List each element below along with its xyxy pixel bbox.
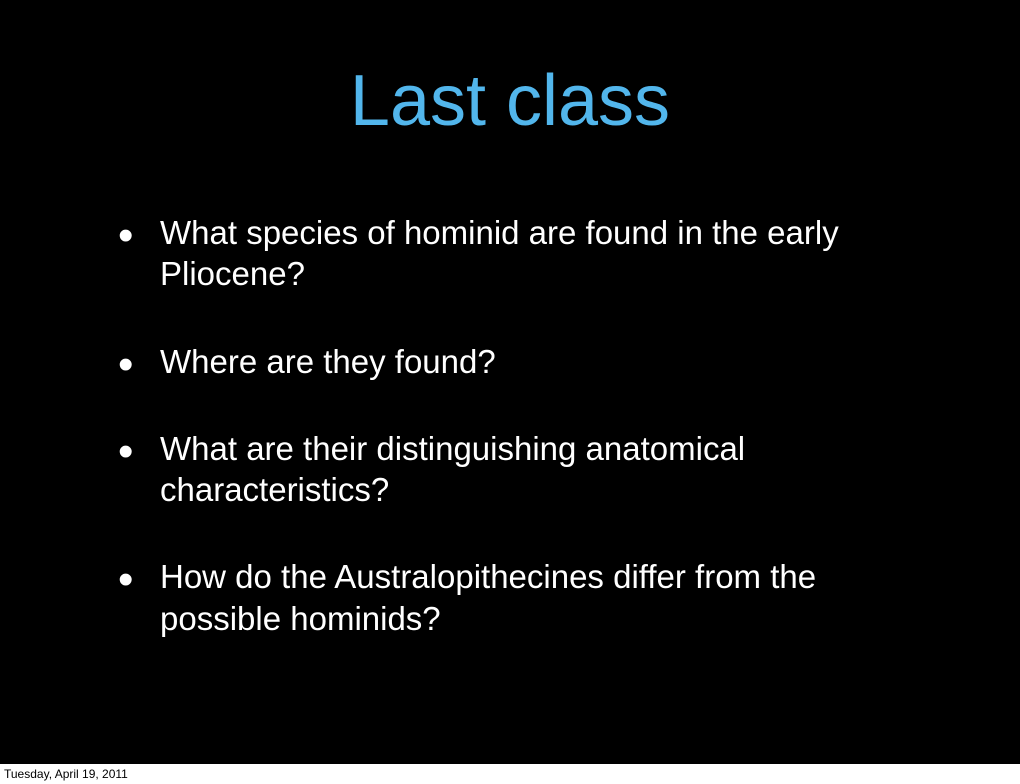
list-item: Where are they found? [110, 341, 910, 382]
slide-content: What species of hominid are found in the… [0, 142, 1020, 639]
list-item: How do the Australopithecines differ fro… [110, 556, 910, 639]
list-item: What are their distinguishing anatomical… [110, 428, 910, 511]
bullet-list: What species of hominid are found in the… [110, 212, 910, 639]
footer-bar [0, 764, 1020, 784]
list-item: What species of hominid are found in the… [110, 212, 910, 295]
slide-title: Last class [0, 0, 1020, 142]
slide: Last class What species of hominid are f… [0, 0, 1020, 764]
footer-date: Tuesday, April 19, 2011 [4, 764, 128, 784]
